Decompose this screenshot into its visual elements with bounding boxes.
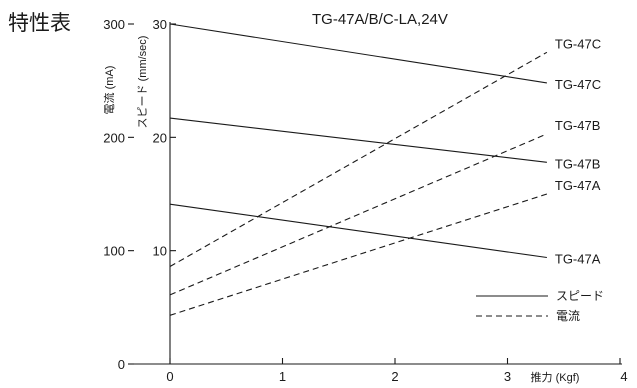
series-layer [169,23,548,316]
right-tick-label: 20 [153,130,167,145]
x-tick-label: 4 [620,369,627,384]
left-tick-label: 0 [118,357,125,372]
series-label-current-tg-47c: TG-47C [555,36,601,51]
left-axis-label: 電流 (mA) [102,66,116,115]
series-label-speed-tg-47a: TG-47A [555,251,601,266]
series-label-speed-tg-47b: TG-47B [555,156,601,171]
series-line-speed-tg-47c [169,23,547,84]
right-axis-label: スピード (mm/sec) [136,36,149,129]
left-tick-label: 300 [103,17,125,32]
left-axis-title: 電流 (mA) [102,66,116,115]
x-tick-label: 1 [279,369,286,384]
series-line-current-tg-47a [169,193,548,316]
x-tick-label: 2 [391,369,398,384]
x-tick-label: 3 [504,369,511,384]
chart-title: TG-47A/B/C-LA,24V [312,11,448,28]
series-label-current-tg-47a: TG-47A [555,178,601,193]
legend-label: スピード [556,289,604,303]
x-axis-label: 推力 (Kgf) [531,370,580,384]
legend-label: 電流 [556,309,580,323]
page-heading: 特性表 [8,11,71,35]
series-line-current-tg-47b [169,133,548,296]
right-axis-title: スピード (mm/sec) [136,36,149,129]
series-label-speed-tg-47c: TG-47C [555,77,601,92]
series-label-current-tg-47b: TG-47B [555,118,601,133]
right-tick-label: 10 [153,244,167,259]
left-tick-label: 100 [103,244,125,259]
right-tick-label: 30 [153,17,167,32]
left-tick-label: 200 [103,130,125,145]
series-line-speed-tg-47b [169,117,547,163]
x-tick-label: 0 [166,369,173,384]
series-line-current-tg-47c [169,51,548,267]
series-line-speed-tg-47a [169,203,547,259]
series-labels: TG-47C TG-47B TG-47A TG-47C TG-47B TG-47A [555,36,601,266]
